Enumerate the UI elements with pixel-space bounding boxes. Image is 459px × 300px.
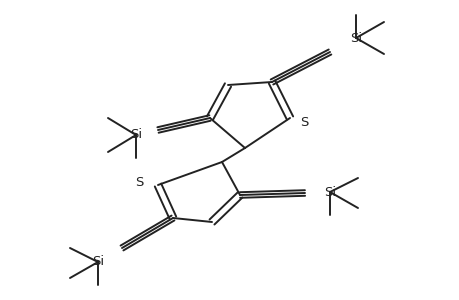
Text: S: S: [135, 176, 144, 188]
Text: Si: Si: [129, 128, 142, 142]
Text: S: S: [299, 116, 308, 128]
Text: Si: Si: [349, 32, 361, 44]
Text: Si: Si: [92, 256, 104, 268]
Text: Si: Si: [323, 185, 336, 199]
